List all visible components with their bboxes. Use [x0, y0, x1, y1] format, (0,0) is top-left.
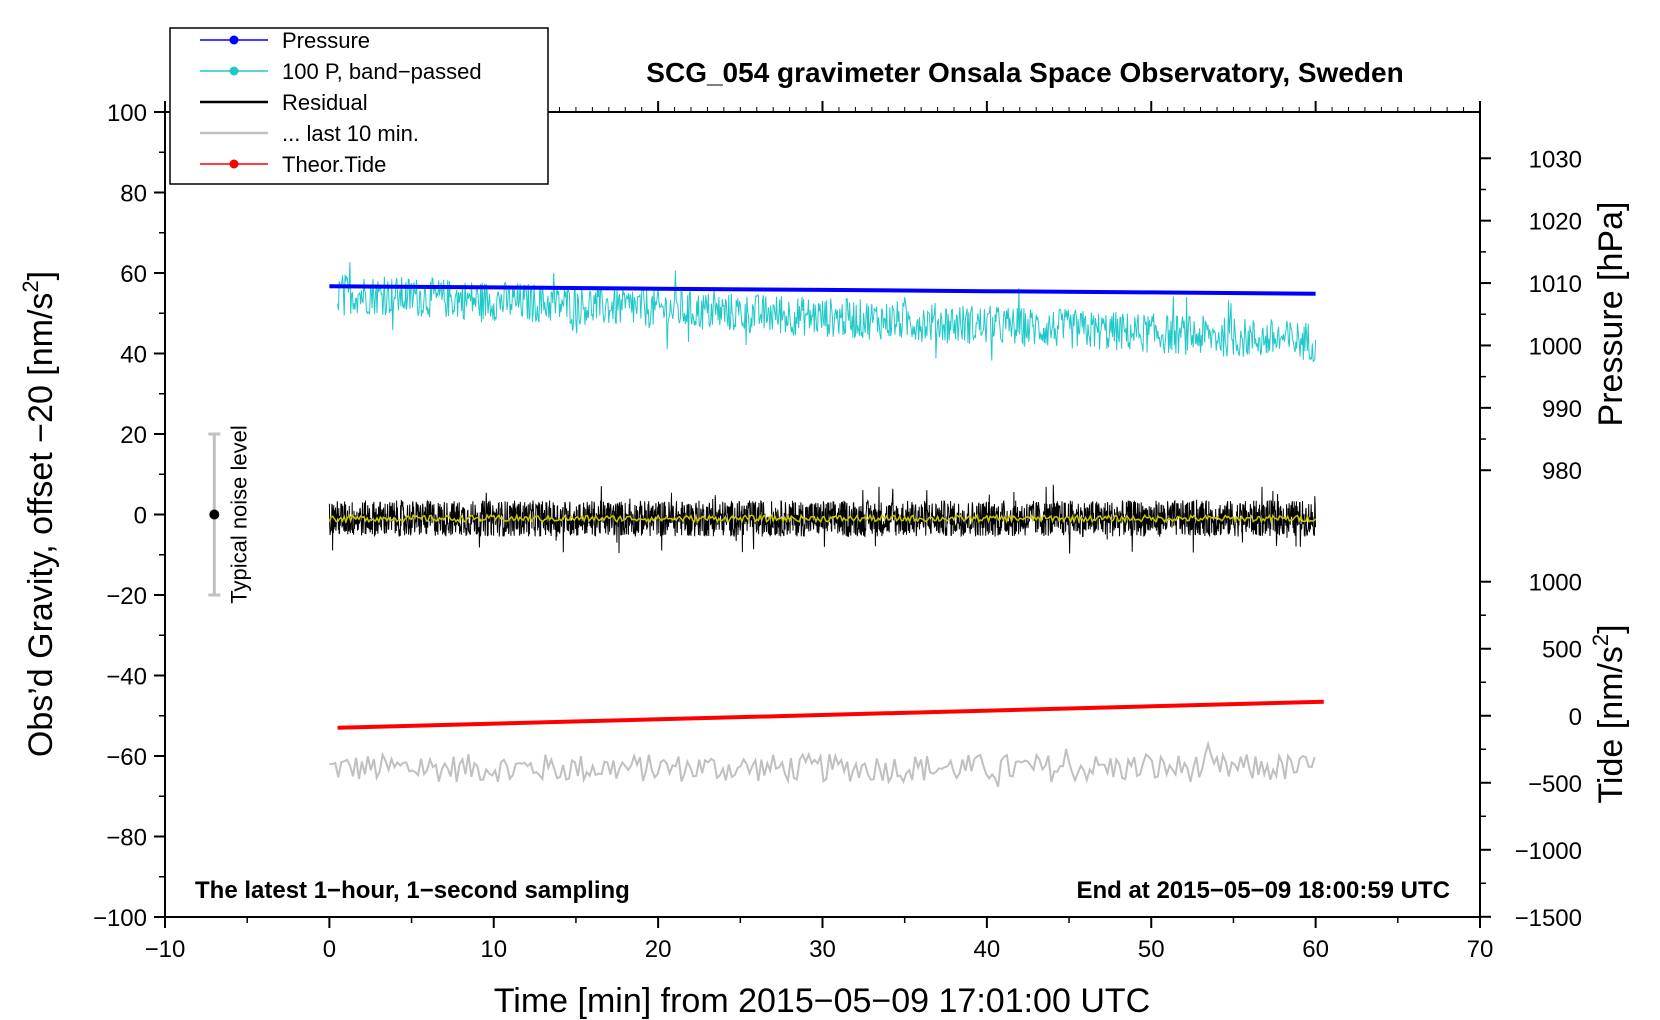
legend-entries: Pressure 100 P, band−passed Residual ... la…	[200, 28, 482, 177]
x-tick-label: 40	[974, 936, 1001, 963]
pressure-tick-label: 1020	[1529, 209, 1582, 236]
x-tick-label: 70	[1467, 936, 1494, 963]
legend-label: Pressure	[282, 28, 370, 53]
pressure-axis-title: Pressure [hPa]	[1592, 202, 1630, 427]
pressure-tick-label: 1000	[1529, 333, 1582, 360]
left-axis-title-main: Obs’d Gravity, offset −20 [nm/s	[22, 293, 60, 758]
left-axis-title-end: ]	[22, 271, 60, 280]
left-tick-label: 80	[120, 181, 147, 208]
tide-axis-title-sup: 2	[1588, 634, 1613, 646]
tide-axis-title: Tide [nm/s2]	[1588, 624, 1630, 803]
legend-marker	[229, 35, 239, 45]
pressure-tick-label: 1030	[1529, 146, 1582, 173]
legend-marker	[229, 159, 239, 169]
right-axis-ticks: 980 990 1000 1010 1020 1030 −1500 −1000 −500 0 500…	[1480, 146, 1582, 932]
noise-level-indicator: Typical noise level	[208, 425, 251, 604]
series-band-passed	[337, 262, 1317, 363]
left-tick-label: −80	[106, 825, 147, 852]
tide-tick-label: 0	[1569, 704, 1582, 731]
left-axis-title-sup: 2	[18, 280, 43, 292]
bottom-right-note: End at 2015−05−09 18:00:59 UTC	[1076, 877, 1450, 904]
x-tick-label: 60	[1302, 936, 1329, 963]
series-pressure	[329, 284, 1316, 296]
bottom-left-note: The latest 1−hour, 1−second sampling	[195, 877, 630, 904]
chart-title: SCG_054 gravimeter Onsala Space Observat…	[646, 57, 1403, 88]
x-tick-label: 0	[323, 936, 336, 963]
x-tick-label: 10	[480, 936, 507, 963]
legend-box	[169, 27, 549, 185]
legend-label: ... last 10 min.	[282, 121, 419, 146]
pressure-tick-label: 980	[1542, 458, 1582, 485]
left-tick-label: −60	[106, 744, 147, 771]
tide-axis-title-main: Tide [nm/s	[1592, 646, 1630, 803]
left-axis-title: Obs’d Gravity, offset −20 [nm/s2]	[18, 271, 60, 757]
tide-tick-label: −1500	[1515, 905, 1582, 932]
left-axis-ticks: −100 −80 −60 −40 −20 0 20 40 60 80 100	[93, 100, 165, 932]
legend-label: Theor.Tide	[282, 152, 386, 177]
left-tick-label: −40	[106, 664, 147, 691]
legend: Pressure 100 P, band−passed Residual ... la…	[169, 27, 549, 185]
x-axis-ticks: −10 0 10 20 30 40 50 60 70	[145, 101, 1494, 963]
noise-center-dot	[209, 509, 220, 520]
tide-tick-label: 1000	[1529, 570, 1582, 597]
x-tick-label: 30	[809, 936, 836, 963]
left-tick-label: 20	[120, 422, 147, 449]
tide-tick-label: −500	[1528, 771, 1582, 798]
left-tick-label: 40	[120, 342, 147, 369]
legend-label: 100 P, band−passed	[282, 59, 482, 84]
series-theor-tide	[337, 699, 1324, 730]
left-tick-label: −100	[93, 905, 147, 932]
tide-axis-title-end: ]	[1592, 624, 1630, 633]
series-residual-smoothed	[328, 513, 1317, 525]
x-tick-label: 50	[1138, 936, 1165, 963]
legend-label: Residual	[282, 90, 368, 115]
pressure-tick-label: 990	[1542, 396, 1582, 423]
series-layer	[328, 262, 1324, 788]
left-tick-label: −20	[106, 583, 147, 610]
pressure-tick-label: 1010	[1529, 271, 1582, 298]
tide-tick-label: 500	[1542, 637, 1582, 664]
noise-label: Typical noise level	[226, 425, 251, 604]
left-tick-label: 100	[107, 100, 147, 127]
series-last-10-min	[329, 740, 1316, 788]
left-tick-label: 0	[134, 503, 147, 530]
x-tick-label: 20	[645, 936, 672, 963]
x-tick-label: −10	[145, 936, 186, 963]
left-tick-label: 60	[120, 261, 147, 288]
x-axis-title: Time [min] from 2015−05−09 17:01:00 UTC	[494, 982, 1150, 1020]
legend-marker	[229, 66, 239, 76]
tide-tick-label: −1000	[1515, 838, 1582, 865]
